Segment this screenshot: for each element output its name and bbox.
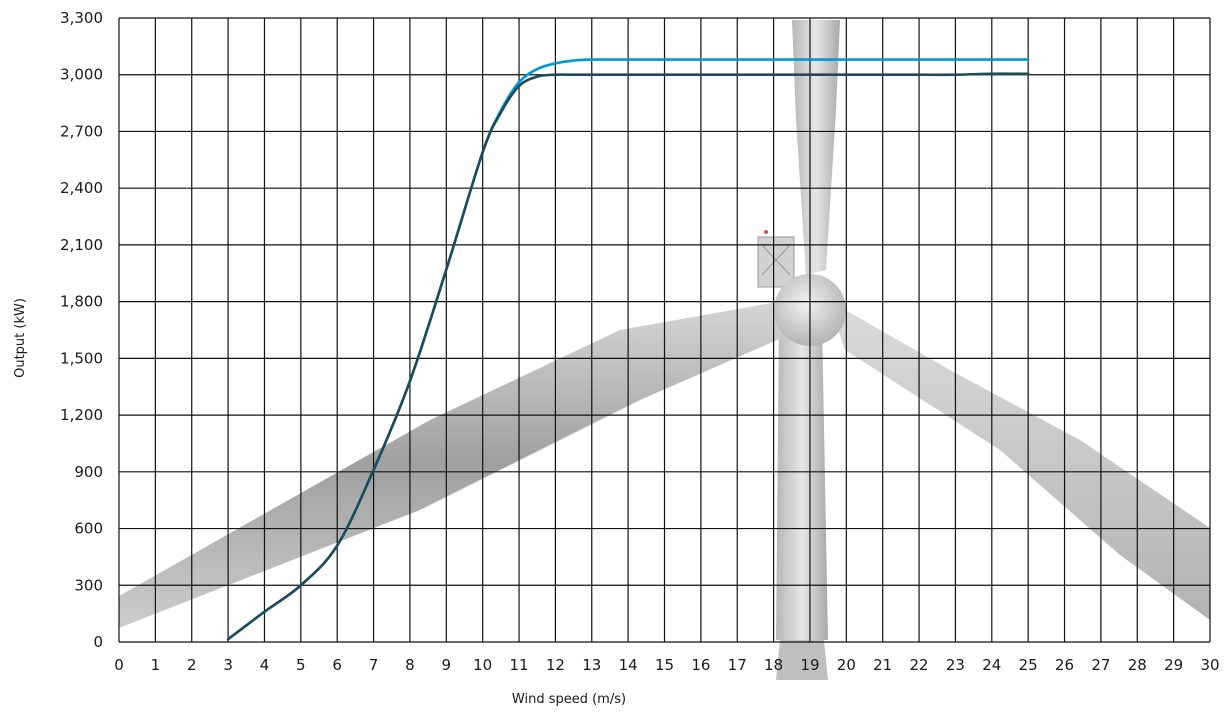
y-tick-label: 3,000 [60,66,103,84]
x-tick-label: 27 [1091,656,1110,674]
y-axis-tick-labels: 0 300 600 900 1,200 1,500 1,800 2,100 2,400 2,700… [60,9,103,651]
x-tick-label: 22 [910,656,929,674]
y-tick-label: 1,200 [60,406,103,424]
x-tick-label: 12 [546,656,565,674]
wind-turbine-background [119,20,1210,680]
x-tick-label: 20 [837,656,856,674]
x-tick-label: 30 [1200,656,1219,674]
x-tick-label: 1 [151,656,161,674]
y-tick-label: 3,300 [60,9,103,27]
x-tick-label: 19 [800,656,819,674]
y-tick-label: 600 [74,520,103,538]
series-layer [226,58,1030,641]
x-tick-label: 25 [1019,656,1038,674]
x-tick-label: 29 [1164,656,1183,674]
y-axis-title: Output (kW) [13,298,28,378]
x-axis-tick-labels: 0 1 2 3 4 5 6 7 8 9 10 11 12 13 14 15 16 17 18 19 20 21 22 23 24… [114,656,1219,674]
x-tick-label: 5 [296,656,306,674]
x-tick-label: 13 [582,656,601,674]
x-tick-label: 6 [332,656,342,674]
y-tick-label: 1,500 [60,349,103,367]
power-curve-series-2 [226,72,1030,641]
x-tick-label: 28 [1128,656,1147,674]
x-tick-label: 9 [442,656,452,674]
x-tick-label: 16 [691,656,710,674]
x-tick-label: 4 [260,656,270,674]
x-tick-label: 21 [873,656,892,674]
x-tick-label: 8 [405,656,415,674]
x-tick-label: 11 [509,656,528,674]
x-tick-label: 18 [764,656,783,674]
x-tick-label: 14 [619,656,638,674]
y-tick-label: 300 [74,576,103,594]
y-tick-label: 1,800 [60,293,103,311]
x-tick-label: 24 [982,656,1001,674]
x-tick-label: 23 [946,656,965,674]
x-tick-label: 10 [473,656,492,674]
y-tick-label: 900 [74,463,103,481]
y-tick-label: 2,400 [60,179,103,197]
x-tick-label: 0 [114,656,124,674]
x-tick-label: 3 [223,656,233,674]
x-tick-label: 2 [187,656,197,674]
y-tick-label: 0 [93,633,103,651]
chart-grid [118,17,1211,643]
x-tick-label: 15 [655,656,674,674]
x-axis-title: Wind speed (m/s) [512,692,626,707]
x-tick-label: 7 [369,656,379,674]
y-tick-label: 2,100 [60,236,103,254]
x-tick-label: 17 [728,656,747,674]
x-tick-label: 26 [1055,656,1074,674]
y-tick-label: 2,700 [60,122,103,140]
